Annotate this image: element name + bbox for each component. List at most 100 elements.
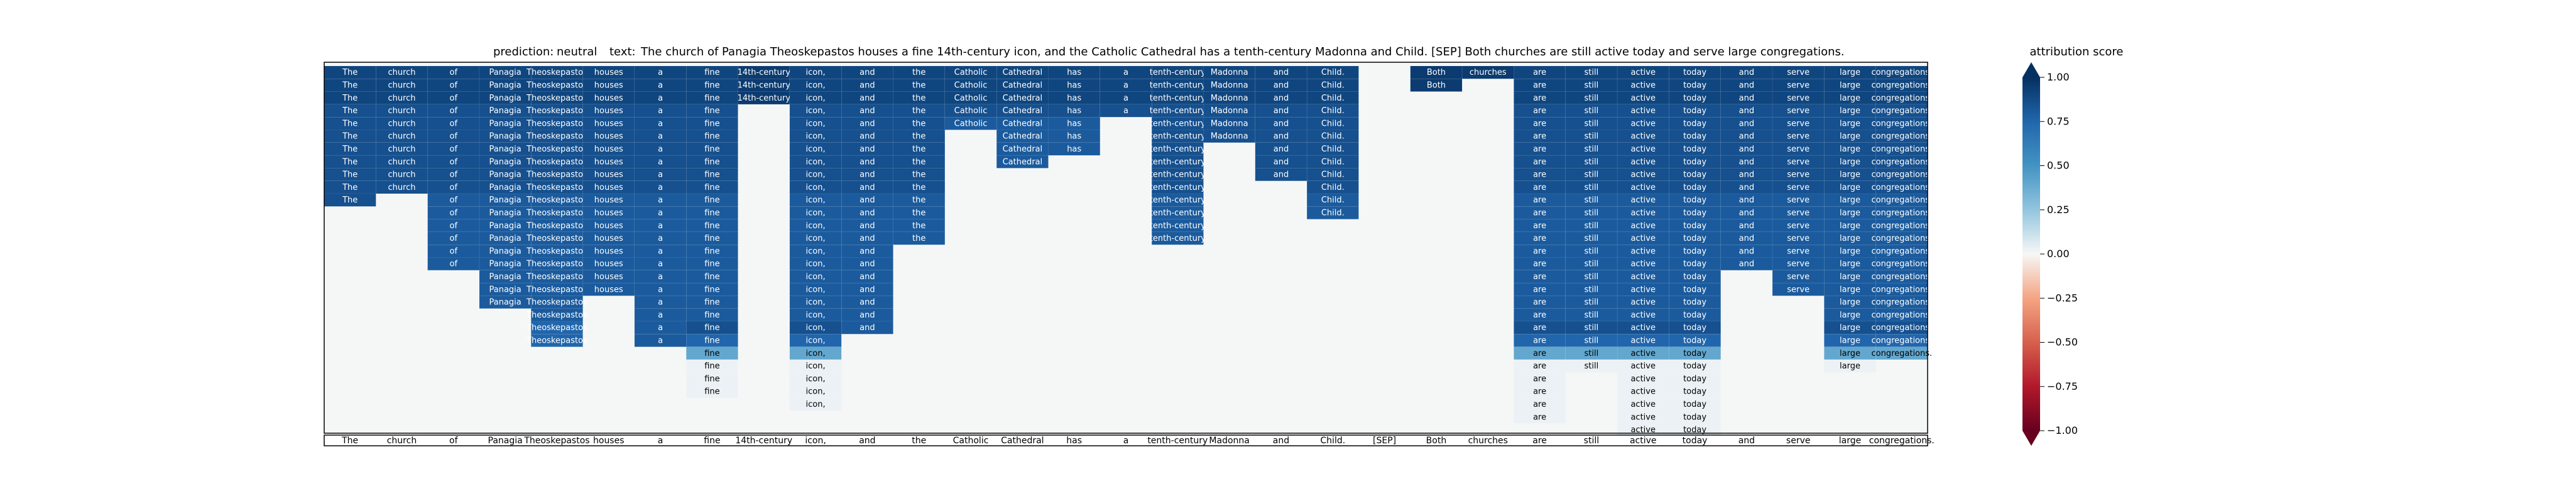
heatmap-cell-label: houses — [594, 208, 623, 218]
heatmap-cell-label: are — [1533, 349, 1546, 358]
heatmap-cell-label: houses — [594, 221, 623, 231]
heatmap-cell-label: active — [1630, 170, 1656, 180]
heatmap-cell — [1824, 231, 1876, 245]
heatmap-cell-label: icon, — [806, 349, 826, 358]
heatmap-cell-label: a — [658, 170, 663, 180]
heatmap-cell-label: fine — [704, 68, 719, 77]
heatmap-cell-label: today — [1683, 311, 1706, 320]
token-tick-label: and — [1273, 436, 1289, 446]
heatmap-cell — [686, 168, 738, 181]
heatmap-cell-label: has — [1067, 68, 1081, 77]
heatmap-cell-label: and — [860, 157, 875, 167]
token-tick-label: Panagia — [488, 436, 523, 446]
heatmap-cell-label: Panagia — [489, 221, 521, 231]
heatmap-cell-label: congregations. — [1871, 336, 1932, 345]
heatmap-cell-label: congregations. — [1871, 119, 1932, 128]
heatmap-cell — [1824, 359, 1876, 373]
heatmap-cell-label: Child. — [1321, 119, 1345, 128]
heatmap-cell-label: The — [342, 196, 357, 205]
heatmap-cell-label: houses — [594, 80, 623, 90]
heatmap-cell-label: large — [1840, 362, 1860, 371]
heatmap-cell-label: Panagia — [489, 157, 521, 167]
token-tick-label: houses — [593, 436, 625, 446]
heatmap-cell-label: the — [912, 80, 925, 90]
heatmap-cell-label: are — [1533, 400, 1546, 409]
heatmap-cell-label: fine — [704, 234, 719, 243]
heatmap-cell-label: icon, — [806, 132, 826, 141]
heatmap-cell-label: fine — [704, 196, 719, 205]
heatmap-cell-label: a — [1123, 80, 1128, 90]
heatmap-cell-label: Panagia — [489, 246, 521, 256]
heatmap-cell-label: serve — [1787, 106, 1809, 116]
heatmap-cell — [738, 91, 790, 105]
heatmap-cell-label: fine — [704, 272, 719, 282]
colorbar-tick-label: −1.00 — [2047, 424, 2078, 436]
heatmap-cell-label: still — [1585, 285, 1599, 294]
heatmap-cell — [531, 334, 583, 347]
heatmap-cell-label: Theoskepastos — [526, 170, 587, 180]
heatmap-cell-label: large — [1840, 208, 1860, 218]
heatmap-cell-label: still — [1585, 349, 1599, 358]
token-tick-label: are — [1532, 436, 1547, 446]
heatmap-cell — [686, 270, 738, 284]
heatmap-cell-label: today — [1683, 183, 1706, 192]
heatmap-cell-label: Theoskepastos — [526, 157, 587, 167]
heatmap-cell-label: houses — [594, 285, 623, 294]
heatmap-cell-label: are — [1533, 323, 1546, 333]
heatmap-cell-label: serve — [1787, 221, 1809, 231]
heatmap-cell-label: fine — [704, 311, 719, 320]
heatmap-cell — [376, 168, 428, 181]
heatmap-cell-label: Catholic — [954, 68, 988, 77]
heatmap-cell — [1100, 104, 1152, 118]
heatmap-cell-label: and — [860, 106, 875, 116]
heatmap-cell-label: a — [658, 183, 663, 192]
colorbar-gradient — [2022, 77, 2040, 431]
heatmap-cell-label: and — [1739, 119, 1754, 128]
heatmap-cell-label: a — [658, 260, 663, 269]
heatmap-cell-label: still — [1585, 80, 1599, 90]
heatmap-cell-label: icon, — [806, 170, 826, 180]
heatmap-cell-label: a — [658, 157, 663, 167]
heatmap-cell-label: congregations. — [1871, 272, 1932, 282]
heatmap-cell-label: Panagia — [489, 106, 521, 116]
heatmap-cell-label: and — [1739, 246, 1754, 256]
heatmap-cell — [1824, 296, 1876, 309]
heatmap-cell-label: active — [1630, 157, 1656, 167]
heatmap-cell-label: a — [658, 196, 663, 205]
heatmap-cell-label: Theoskepastos — [526, 285, 587, 294]
heatmap-cell — [1151, 206, 1204, 219]
heatmap-cell-label: and — [860, 145, 875, 154]
heatmap-cell-label: houses — [594, 157, 623, 167]
colorbar-title: attribution score — [2030, 45, 2124, 58]
heatmap-frame — [324, 62, 1928, 434]
heatmap-cell — [1151, 168, 1204, 181]
heatmap-cell-label: icon, — [806, 311, 826, 320]
heatmap-cell-label: large — [1840, 221, 1860, 231]
heatmap-cell-label: Catholic — [954, 94, 988, 103]
heatmap-cell-label: church — [388, 145, 415, 154]
heatmap-cell-label: serve — [1787, 272, 1809, 282]
token-tick-label: The — [341, 436, 358, 446]
heatmap-cell-label: church — [388, 132, 415, 141]
heatmap-cell-label: today — [1683, 374, 1706, 384]
heatmap-cell-label: houses — [594, 246, 623, 256]
heatmap-cell-label: Theoskepastos — [526, 132, 587, 141]
token-tick-label: congregations. — [1869, 436, 1935, 446]
heatmap-cell-label: congregations. — [1871, 323, 1932, 333]
heatmap-cell-label: The — [342, 145, 357, 154]
heatmap-cell-label: the — [912, 106, 925, 116]
heatmap-cells: The The The The The The The The The The The church c… — [324, 65, 1932, 436]
heatmap-cell-label: are — [1533, 298, 1546, 307]
heatmap-cell-label: today — [1683, 234, 1706, 243]
heatmap-cell-label: congregations. — [1871, 157, 1932, 167]
heatmap-cell-label: fine — [704, 106, 719, 116]
heatmap-cell-label: large — [1840, 80, 1860, 90]
heatmap-cell-label: of — [450, 196, 458, 205]
heatmap-cell-label: Theoskepastos — [526, 80, 587, 90]
token-tick-label: large — [1839, 436, 1861, 446]
heatmap-cell-label: a — [1123, 106, 1128, 116]
heatmap-cell-label: Child. — [1321, 157, 1345, 167]
heatmap-cell-label: today — [1683, 426, 1706, 435]
heatmap-cell-label: icon, — [806, 374, 826, 384]
